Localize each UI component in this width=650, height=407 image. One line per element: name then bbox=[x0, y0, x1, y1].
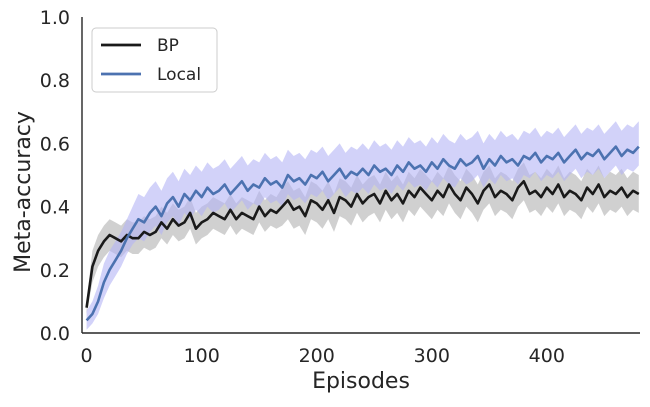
y-axis-title: Meta-accuracy bbox=[11, 111, 36, 273]
y-tick-label: 0.4 bbox=[40, 197, 70, 219]
line-bp bbox=[85, 180, 640, 308]
band-local bbox=[86, 121, 639, 330]
y-tick-label: 0.8 bbox=[40, 70, 70, 92]
series-lines bbox=[85, 145, 640, 322]
y-tick-label: 0.0 bbox=[40, 323, 70, 345]
y-tick-label: 1.0 bbox=[40, 7, 70, 29]
legend-label-bp: BP bbox=[157, 36, 179, 56]
x-axis-title: Episodes bbox=[312, 369, 410, 394]
band-bp bbox=[86, 162, 639, 314]
legend: BP Local bbox=[91, 27, 218, 93]
line-local bbox=[85, 145, 640, 322]
axes bbox=[81, 17, 640, 334]
x-tick-label: 100 bbox=[184, 345, 220, 367]
x-tick-label: 400 bbox=[529, 345, 565, 367]
legend-label-local: Local bbox=[157, 65, 201, 85]
confidence-bands bbox=[86, 121, 639, 330]
x-tick-labels: 0 100 200 300 400 bbox=[81, 345, 565, 367]
y-tick-label: 0.2 bbox=[40, 260, 70, 282]
x-tick-label: 0 bbox=[81, 345, 93, 367]
x-tick-label: 300 bbox=[414, 345, 450, 367]
y-tick-labels: 0.0 0.2 0.4 0.6 0.8 1.0 bbox=[40, 7, 70, 345]
y-tick-label: 0.6 bbox=[40, 133, 70, 155]
x-tick-label: 200 bbox=[299, 345, 335, 367]
